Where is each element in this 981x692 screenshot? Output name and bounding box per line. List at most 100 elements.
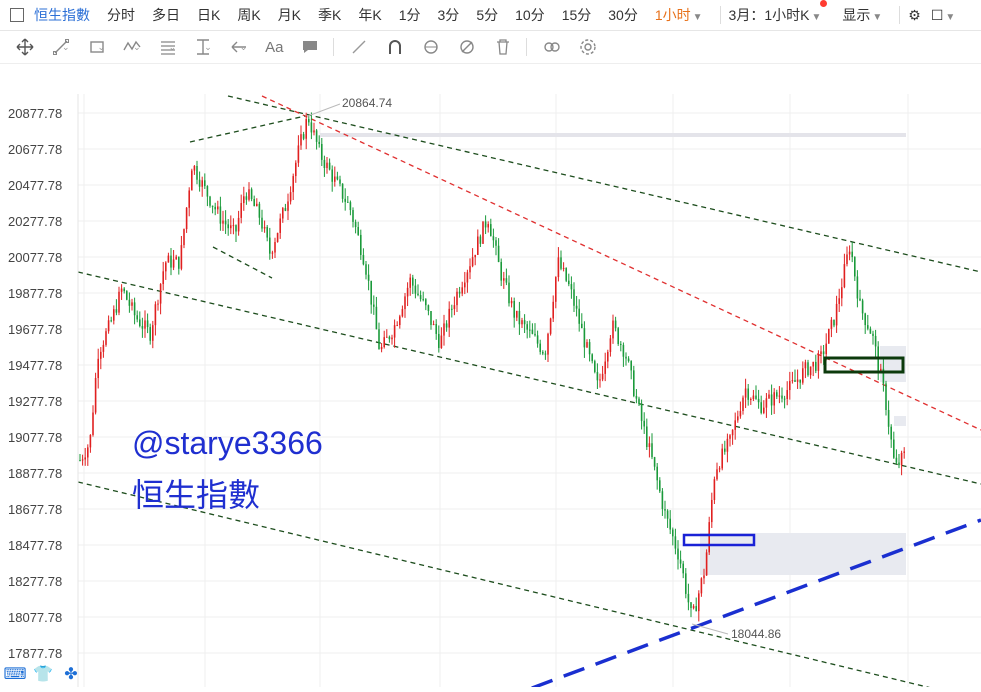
candle-body [900,452,903,466]
candle-body [820,351,822,355]
candle-body [890,426,892,440]
candle-body [248,189,250,200]
candle-body [716,469,718,480]
trash-icon[interactable] [492,36,514,58]
move-icon[interactable] [14,36,36,58]
period-tab[interactable]: 30分 [608,7,638,23]
y-tick-label: 20677.78 [8,142,62,157]
y-tick-label: 18077.78 [8,610,62,625]
candle-body [768,394,770,399]
comment-icon[interactable] [299,36,321,58]
rect-draw-icon[interactable] [86,36,108,58]
candle-body [432,323,435,325]
contract-select[interactable]: 3月：1小时K ▼ [728,7,822,23]
candle-body [690,602,692,609]
display-menu[interactable]: 显示 ▼ [842,7,883,23]
candle-body [742,397,744,412]
candle-body [867,325,869,329]
ruler-icon[interactable] [348,36,370,58]
candle-body [703,575,705,579]
candle-body [422,299,424,301]
layout-square-icon[interactable]: ☐ ▼ [930,6,956,23]
magnet-icon[interactable] [384,36,406,58]
candle-body [786,390,788,400]
period-tab[interactable]: 1分 [398,7,421,23]
lock-icon[interactable] [420,36,442,58]
candle-body [869,328,872,334]
candle-body [334,176,336,182]
keyboard-icon[interactable]: ⌨ [3,666,27,683]
candle-body [287,201,289,211]
line-draw-icon[interactable] [50,36,72,58]
candle-body [505,278,508,283]
high-pointer [307,103,341,117]
candle-body [89,434,92,448]
wave-icon[interactable] [121,36,143,58]
price-chart[interactable]: 20877.78 20677.78 20477.78 20277.78 20077.78… [0,64,981,692]
period-tab[interactable]: 5分 [476,7,499,23]
period-tab[interactable]: 周K [237,7,261,23]
candle-body [318,141,320,145]
candle-body [113,309,115,321]
puzzle-icon[interactable]: ✤ [64,666,78,683]
candle-body [219,206,222,224]
candle-body [672,529,674,537]
period-tab[interactable]: 15分 [561,7,592,23]
candle-body [399,316,401,326]
candle-body [713,479,716,500]
candle-body [266,226,268,238]
channel-lower [77,481,951,692]
candle-body [630,361,632,371]
period-tab[interactable]: 分时 [107,7,135,23]
period-tab[interactable]: 年K [358,7,382,23]
text-icon[interactable]: Aa [265,38,284,56]
tab-1hour[interactable]: 1小时 ▼ [654,7,703,23]
candle-body [144,320,146,329]
fib-icon[interactable] [157,36,179,58]
candle-body [326,162,328,169]
candle-body [427,305,430,311]
y-tick-label: 18877.78 [8,466,62,481]
period-tab[interactable]: 10分 [515,7,545,23]
shirt-icon[interactable]: 👕 [33,666,53,683]
pattern-bottom [212,246,273,279]
period-tab[interactable]: 季K [318,7,342,23]
candle-body [440,335,443,348]
candle-body [763,407,765,413]
candle-body [360,234,362,255]
candle-body [565,267,567,281]
candle-body [482,221,484,244]
tool-settings-icon[interactable] [577,36,599,58]
link-icon[interactable] [541,36,563,58]
candle-body [261,217,263,229]
candle-body [474,254,476,258]
settings-gear-icon[interactable]: ⚙ [908,6,921,23]
candle-body [263,226,266,229]
period-tab[interactable]: 日K [197,7,221,23]
measure-icon[interactable] [192,36,214,58]
candle-body [349,202,352,211]
candle-body [375,306,378,330]
period-tab[interactable]: 月K [277,7,302,23]
checkbox-icon[interactable] [10,8,24,22]
y-tick-label: 19277.78 [8,394,62,409]
candle-body [747,388,749,400]
candle-body [859,298,861,301]
candle-body [123,288,125,292]
candle-body [183,229,185,246]
candle-body [612,320,614,339]
period-tab[interactable]: 多日 [152,7,180,23]
candle-body [302,134,305,139]
candle-body [544,353,547,355]
candle-body [159,284,162,304]
candle-body [495,240,497,246]
arrow-left-icon[interactable] [228,36,250,58]
candlestick-chart[interactable]: 20877.78 20677.78 20477.78 20277.78 20077.78… [0,64,981,692]
candle-body [739,411,742,417]
hide-icon[interactable] [456,36,478,58]
index-title[interactable]: 恒生指數 [34,7,90,23]
candle-body [887,409,890,427]
candle-body [227,224,229,229]
period-tab[interactable]: 3分 [437,7,460,23]
candle-body [417,293,419,296]
